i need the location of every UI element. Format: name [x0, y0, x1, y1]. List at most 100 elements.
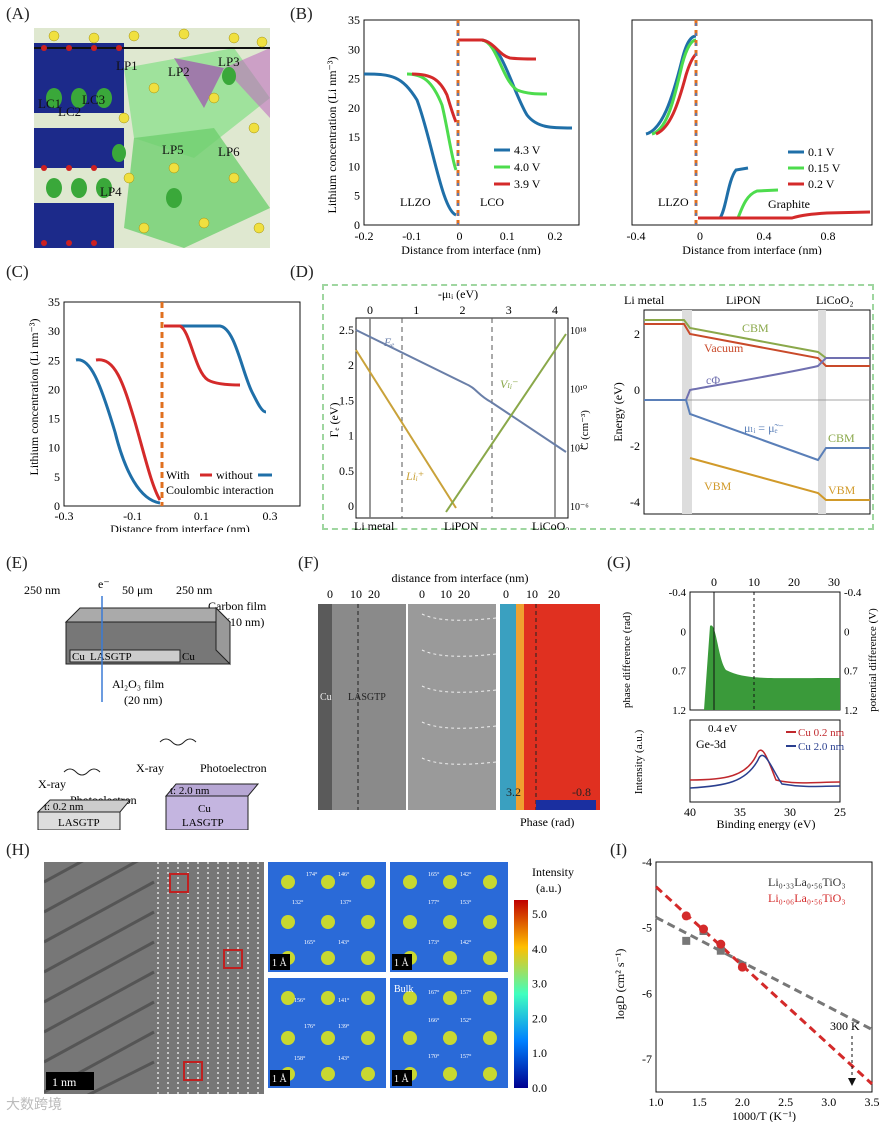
- b-right-xtick-2: 0.4: [757, 229, 772, 243]
- d-left-ef-line: [355, 329, 567, 453]
- d-right-interface-1: [682, 310, 692, 514]
- e-sample-1: [37, 811, 121, 830]
- g-bottom-xtick-0: 40: [684, 805, 696, 819]
- g-bottom-ylabel: Intensity (a.u.): [633, 729, 645, 794]
- c-ytick-3: 20: [48, 382, 60, 396]
- d-right-ytick-2: -2: [630, 439, 640, 453]
- i-legend-0: Li₀.₃₃La₀.₅₆TiO₃: [768, 875, 846, 889]
- b-right-legend-02v: 0.2 V: [808, 177, 835, 191]
- h-angle-12: 156°: [294, 997, 306, 1004]
- b-left-ytick-2: 25: [348, 72, 360, 86]
- e-lasgtp: LASGTP: [90, 651, 132, 663]
- i-annotation: 300 K: [830, 1019, 860, 1033]
- site-lp2: LP2: [168, 64, 190, 79]
- d-left-topttick-1: 1: [413, 303, 419, 317]
- i-trend-1: [654, 885, 874, 1086]
- f-tick-20-c: 20: [548, 587, 560, 601]
- h-scale-map-1: 1 Å: [272, 957, 288, 969]
- panel-label-d: (D): [290, 262, 314, 281]
- e-t1: t: 0.2 nm: [44, 801, 84, 813]
- d-left-v-line: [445, 333, 567, 513]
- f-lasgtp: LASGTP: [348, 692, 386, 703]
- b-left-series-40v-left: [406, 72, 458, 171]
- h-scale-map-2: 1 Å: [394, 957, 410, 969]
- g-bottom-label: Ge-3d: [696, 737, 726, 751]
- d-right-region-lipon: LiPON: [726, 293, 761, 307]
- panel-label-b: (B): [290, 4, 313, 23]
- h-angle-4: 165°: [304, 939, 316, 946]
- i-ytick-0: -4: [642, 855, 652, 869]
- d-left-topttick-2: 2: [460, 303, 466, 317]
- g-bottom-series-cu20: [689, 754, 841, 789]
- h-scalebar-1: [46, 1072, 94, 1090]
- site-lp6: LP6: [218, 144, 240, 159]
- g-legend-cu20: Cu 2.0 nm: [798, 741, 845, 753]
- c-frame: [63, 301, 301, 507]
- b-left-ylabel: Lithium concentration (Li nm⁻³): [325, 57, 339, 214]
- f-tick-0-b: 0: [419, 587, 425, 601]
- d-left-y2tick-0: 10¹⁸: [570, 326, 587, 337]
- site-lp1: LP1: [116, 58, 138, 73]
- h-angle-18: 167°: [428, 989, 440, 996]
- site-lp3: LP3: [218, 54, 240, 69]
- c-xtick-1: -0.1: [123, 509, 142, 523]
- d-right-vacuum: [644, 323, 870, 367]
- e-sample-2-cu: Cu: [198, 803, 211, 815]
- b-left-series-39v-left: [411, 72, 458, 123]
- c-legend-with: With: [166, 468, 190, 482]
- chart-g: phase difference (rad) potential differe…: [621, 575, 879, 830]
- b-right-legend-01v: 0.1 V: [808, 145, 835, 159]
- i-ylabel: logD (cm² s⁻¹): [613, 949, 627, 1020]
- c-ytick-1: 30: [48, 324, 60, 338]
- b-right-xtick-0: -0.4: [627, 229, 646, 243]
- h-angle-8: 177°: [428, 899, 440, 906]
- h-angle-17: 143°: [338, 1055, 350, 1062]
- c-ytick-7: 0: [54, 499, 60, 513]
- h-angle-21: 152°: [460, 1017, 472, 1024]
- h-scale-map-4: 1 Å: [394, 1073, 410, 1085]
- i-xtick-2: 2.0: [735, 1095, 750, 1109]
- site-lp4: LP4: [100, 184, 122, 199]
- c-ytick-5: 10: [48, 441, 60, 455]
- e-sample-2-label: LASGTP: [182, 817, 224, 829]
- d-left-region-li: Li metal: [354, 519, 395, 530]
- c-series-without-left: [75, 358, 161, 505]
- d-right-vbm: [689, 457, 870, 501]
- h-angle-13: 141°: [338, 997, 350, 1004]
- d-right-cphi-label: cΦ: [706, 373, 720, 387]
- f-colorbar: [536, 800, 596, 810]
- e-dim-50: 50 μm: [122, 583, 153, 597]
- i-point-1-3: [737, 962, 747, 972]
- f-tick-20-a: 20: [368, 587, 380, 601]
- h-angle-6: 165°: [428, 871, 440, 878]
- panel-label-h: (H): [6, 840, 30, 859]
- g-y2tick-1: 0: [844, 626, 850, 638]
- e-dim-250-left: 250 nm: [24, 583, 61, 597]
- h-angle-3: 132°: [292, 899, 304, 906]
- b-left-xtick-1: -0.1: [402, 229, 421, 243]
- h-angle-7: 142°: [460, 871, 472, 878]
- tem-maps-h: 174° 146° 137° 132° 165° 143° 165° 142° …: [268, 862, 574, 1094]
- panel-label-i: (I): [610, 840, 627, 859]
- g-xtick-3: 30: [828, 575, 840, 589]
- h-angle-23: 157°: [460, 1053, 472, 1060]
- b-left-ytick-0: 35: [348, 13, 360, 27]
- f-image-b: [408, 604, 496, 810]
- c-ytick-2: 25: [48, 353, 60, 367]
- f-tick-10-b: 10: [440, 587, 452, 601]
- d-left-ylabel: Γₑ (eV): [327, 402, 341, 437]
- e-carbon: Carbon film: [208, 599, 267, 613]
- h-bulk-label: Bulk: [394, 984, 413, 995]
- g-bottom-frame: [689, 719, 841, 803]
- d-left-li-label: Liᵢ⁺: [405, 469, 424, 483]
- i-trend-0: [655, 916, 873, 1031]
- h-angle-22: 170°: [428, 1053, 440, 1060]
- h-angle-2: 137°: [340, 899, 352, 906]
- c-series-with-right: [164, 324, 241, 387]
- c-series-with-left: [95, 358, 162, 501]
- panel-d-box: [322, 284, 874, 530]
- d-left-ytick-0: 2.5: [339, 323, 354, 337]
- i-300k-arrow: [848, 1078, 856, 1086]
- f-tick-10-a: 10: [350, 587, 362, 601]
- f-cb-label: Phase (rad): [520, 815, 574, 829]
